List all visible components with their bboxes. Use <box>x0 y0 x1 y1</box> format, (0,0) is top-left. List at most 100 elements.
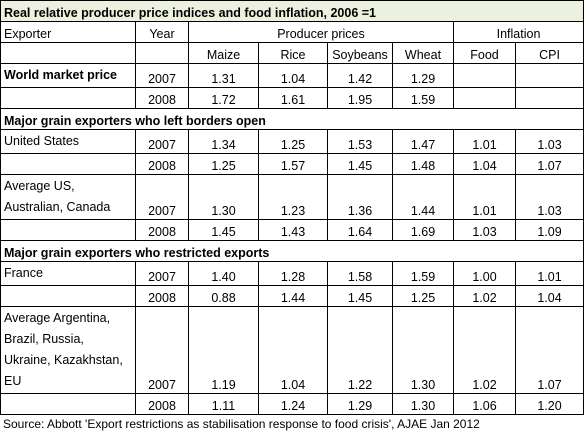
column-header: Wheat <box>392 42 454 64</box>
exporter-label <box>0 285 136 307</box>
exporter-label: World market price <box>0 63 136 88</box>
data-row: 2008 1.72 1.61 1.95 1.59 <box>0 87 584 109</box>
value-cell: 1.44 <box>392 174 454 220</box>
value-cell: 1.34 <box>188 129 259 154</box>
data-row: France 2007 1.40 1.28 1.58 1.59 1.00 1.01 <box>0 261 584 286</box>
value-cell: 1.07 <box>515 153 584 175</box>
value-cell: 1.30 <box>392 306 454 394</box>
value-cell: 1.29 <box>327 393 393 415</box>
section-row: Major grain exporters who left borders o… <box>0 108 584 130</box>
data-row: 2008 1.25 1.57 1.45 1.48 1.04 1.07 <box>0 153 584 175</box>
data-row: Average US, Australian, Canada 2007 1.30 1.… <box>0 174 584 220</box>
exporter-label: United States <box>0 129 136 154</box>
header-cell: Producer prices <box>188 21 454 43</box>
value-cell: 1.64 <box>327 219 393 241</box>
title-row: Real relative producer price indices and… <box>0 0 584 22</box>
year-cell: 2007 <box>135 306 189 394</box>
value-cell: 1.02 <box>453 306 516 394</box>
year-cell: 2008 <box>135 219 189 241</box>
data-row: 2008 0.88 1.44 1.45 1.25 1.02 1.04 <box>0 285 584 307</box>
value-cell: 1.01 <box>515 261 584 286</box>
value-cell: 1.19 <box>188 306 259 394</box>
price-table: Real relative producer price indices and… <box>0 0 584 415</box>
data-row: Average Argentina, Brazil, Russia, Ukrai… <box>0 306 584 394</box>
value-cell: 1.30 <box>392 393 454 415</box>
value-cell: 1.42 <box>327 63 393 88</box>
value-cell: 1.45 <box>327 285 393 307</box>
year-cell: 2008 <box>135 393 189 415</box>
exporter-label <box>0 393 136 415</box>
exporter-label <box>0 87 136 109</box>
section-row: Major grain exporters who restricted exp… <box>0 240 584 262</box>
subheader-row: Maize Rice Soybeans Wheat Food CPI <box>0 42 584 64</box>
value-cell: 1.00 <box>453 261 516 286</box>
header-cell: Inflation <box>453 21 584 43</box>
year-cell: 2007 <box>135 129 189 154</box>
column-header: CPI <box>515 42 584 64</box>
value-cell: 1.03 <box>515 129 584 154</box>
value-cell: 1.45 <box>188 219 259 241</box>
value-cell: 1.20 <box>515 393 584 415</box>
value-cell: 1.01 <box>453 129 516 154</box>
header-cell: Exporter <box>0 21 136 43</box>
value-cell: 1.45 <box>327 153 393 175</box>
value-cell: 1.04 <box>258 306 328 394</box>
value-cell: 1.31 <box>188 63 259 88</box>
data-row: 2008 1.45 1.43 1.64 1.69 1.03 1.09 <box>0 219 584 241</box>
value-cell: 1.59 <box>392 261 454 286</box>
section-heading: Major grain exporters who restricted exp… <box>0 240 584 262</box>
exporter-label: Average Argentina, Brazil, Russia, Ukrai… <box>0 306 136 394</box>
year-cell: 2008 <box>135 87 189 109</box>
value-cell: 1.25 <box>258 129 328 154</box>
year-cell: 2007 <box>135 174 189 220</box>
value-cell: 1.72 <box>188 87 259 109</box>
value-cell: 1.06 <box>453 393 516 415</box>
column-header: Maize <box>188 42 259 64</box>
data-row: World market price 2007 1.31 1.04 1.42 1.29 <box>0 63 584 88</box>
value-cell: 1.23 <box>258 174 328 220</box>
value-cell: 1.30 <box>188 174 259 220</box>
value-cell: 1.25 <box>392 285 454 307</box>
value-cell: 1.44 <box>258 285 328 307</box>
value-cell: 1.48 <box>392 153 454 175</box>
year-cell: 2007 <box>135 261 189 286</box>
value-cell: 1.04 <box>453 153 516 175</box>
header-cell <box>0 42 136 64</box>
year-cell: 2008 <box>135 153 189 175</box>
value-cell: 1.04 <box>515 285 584 307</box>
value-cell: 1.95 <box>327 87 393 109</box>
column-header: Soybeans <box>327 42 393 64</box>
value-cell: 1.11 <box>188 393 259 415</box>
value-cell: 1.07 <box>515 306 584 394</box>
value-cell: 1.43 <box>258 219 328 241</box>
value-cell: 1.59 <box>392 87 454 109</box>
table-title: Real relative producer price indices and… <box>0 0 584 22</box>
section-heading: Major grain exporters who left borders o… <box>0 108 584 130</box>
value-cell <box>515 87 584 109</box>
year-cell: 2007 <box>135 63 189 88</box>
value-cell <box>515 63 584 88</box>
value-cell <box>453 87 516 109</box>
value-cell: 1.29 <box>392 63 454 88</box>
value-cell: 1.24 <box>258 393 328 415</box>
value-cell: 1.58 <box>327 261 393 286</box>
column-header: Food <box>453 42 516 64</box>
value-cell: 1.53 <box>327 129 393 154</box>
value-cell: 1.03 <box>515 174 584 220</box>
year-cell: 2008 <box>135 285 189 307</box>
source-note: Source: Abbott 'Export restrictions as s… <box>3 417 480 431</box>
value-cell: 1.47 <box>392 129 454 154</box>
header-row: Exporter Year Producer prices Inflation <box>0 21 584 43</box>
value-cell: 1.02 <box>453 285 516 307</box>
exporter-label: France <box>0 261 136 286</box>
value-cell: 1.03 <box>453 219 516 241</box>
value-cell: 1.01 <box>453 174 516 220</box>
value-cell: 1.61 <box>258 87 328 109</box>
data-row: 2008 1.11 1.24 1.29 1.30 1.06 1.20 <box>0 393 584 415</box>
value-cell: 1.69 <box>392 219 454 241</box>
value-cell: 0.88 <box>188 285 259 307</box>
value-cell: 1.25 <box>188 153 259 175</box>
value-cell: 1.36 <box>327 174 393 220</box>
value-cell: 1.09 <box>515 219 584 241</box>
